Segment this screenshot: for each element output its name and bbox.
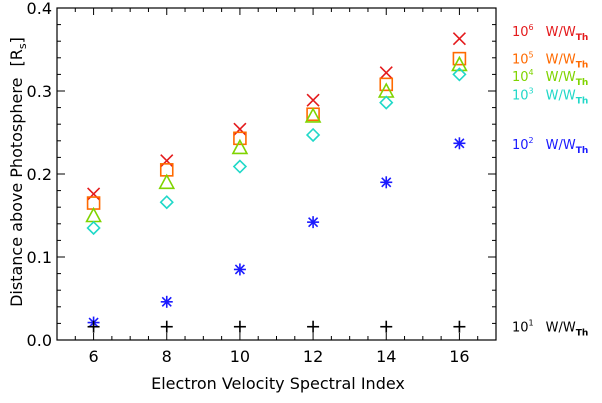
y-tick-label: 0.3 — [27, 82, 52, 101]
y-tick-label: 0.1 — [27, 248, 52, 267]
series-1e6 — [87, 32, 466, 201]
point-1e5-16 — [452, 51, 467, 66]
point-1e5-10 — [233, 131, 247, 146]
point-1e6-6 — [87, 187, 101, 201]
data-points — [85, 32, 468, 333]
legend-entry-1e3: 103 W/WTh — [512, 86, 588, 106]
point-1e1-10 — [233, 320, 246, 333]
point-1e1-14 — [380, 320, 393, 333]
legend-entry-1e5: 105 W/WTh — [512, 51, 588, 71]
point-1e2-10 — [233, 263, 246, 276]
point-1e4-16 — [451, 55, 468, 72]
point-1e3-16 — [452, 67, 467, 82]
point-1e5-14 — [379, 77, 394, 92]
y-axis-label-unit-sub: s — [16, 43, 29, 49]
y-axis-label-main: Distance above Photosphere — [7, 78, 26, 307]
x-tick-label: 6 — [88, 347, 98, 366]
point-1e4-12 — [304, 107, 322, 123]
legend-entry-1e2: 102 W/WTh — [512, 136, 588, 156]
x-axis-label: Electron Velocity Spectral Index — [151, 374, 405, 393]
point-1e3-14 — [379, 95, 394, 110]
point-1e3-10 — [232, 159, 248, 174]
y-axis-label: Distance above Photosphere [Rs] — [7, 37, 29, 307]
point-1e3-8 — [159, 195, 174, 210]
point-1e2-14 — [380, 176, 393, 189]
y-tick-label: 0.4 — [27, 0, 52, 18]
x-ticks: 6 8 10 12 14 16 — [74, 8, 479, 366]
y-axis-label-unit-close: ] — [7, 37, 26, 43]
x-tick-label: 12 — [303, 347, 323, 366]
point-1e1-6 — [87, 320, 100, 333]
point-1e2-16 — [453, 137, 466, 150]
point-1e3-12 — [305, 127, 321, 143]
y-tick-label: 0.0 — [27, 331, 52, 350]
point-1e6-16 — [452, 32, 466, 46]
x-tick-label: 10 — [230, 347, 250, 366]
legend-entry-1e1: 101 W/WTh — [512, 319, 588, 339]
y-ticks: 0.0 0.1 0.2 0.3 0.4 — [27, 0, 496, 350]
point-1e2-8 — [160, 295, 173, 308]
series-1e3 — [86, 67, 467, 236]
series-1e1 — [87, 320, 466, 333]
point-1e2-12 — [307, 216, 320, 229]
y-axis-label-unit: [R — [7, 49, 26, 66]
point-1e6-8 — [160, 154, 174, 168]
point-1e6-10 — [233, 122, 247, 136]
legend-entry-1e6: 106 W/WTh — [512, 23, 588, 43]
x-tick-label: 16 — [449, 347, 469, 366]
point-1e3-6 — [86, 220, 101, 236]
x-tick-label: 14 — [376, 347, 396, 366]
legend-entry-1e4: 104 W/WTh — [512, 68, 588, 88]
point-1e4-8 — [158, 173, 176, 190]
point-1e4-10 — [231, 138, 249, 155]
y-tick-label: 0.2 — [27, 165, 52, 184]
point-1e6-12 — [306, 93, 320, 107]
point-1e1-16 — [453, 320, 466, 333]
point-1e1-8 — [160, 320, 173, 333]
x-tick-label: 8 — [162, 347, 172, 366]
point-1e1-12 — [307, 320, 320, 333]
point-1e6-14 — [379, 66, 393, 80]
